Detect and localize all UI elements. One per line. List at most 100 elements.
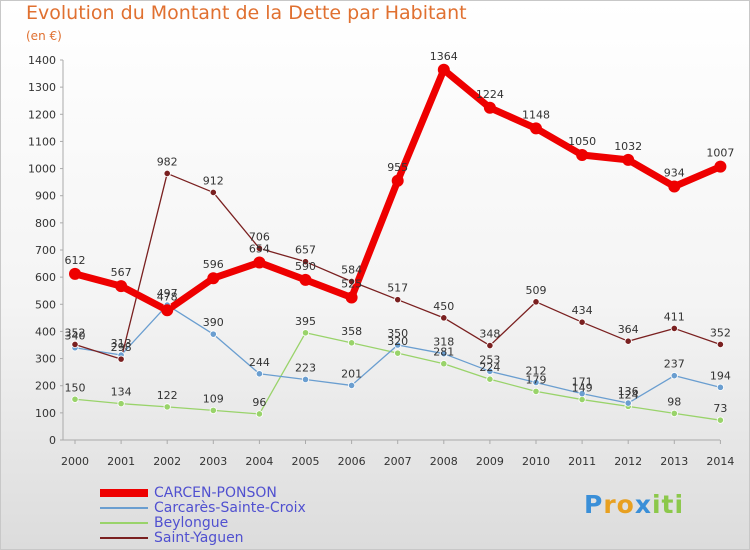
legend-item: Saint-Yaguen <box>100 530 306 546</box>
data-label: 612 <box>65 254 86 267</box>
x-tick-label: 2008 <box>430 455 458 468</box>
data-point <box>347 381 356 390</box>
data-label: 201 <box>341 367 362 380</box>
brand-letter: P <box>584 490 604 519</box>
data-label: 1050 <box>568 135 596 148</box>
data-label: 124 <box>618 388 639 401</box>
data-point <box>437 63 450 76</box>
data-label: 352 <box>65 326 86 339</box>
data-point <box>391 174 404 187</box>
data-point <box>532 387 540 396</box>
data-label: 237 <box>664 358 685 371</box>
data-label: 350 <box>387 327 408 340</box>
chart-title: Evolution du Montant de la Dette par Hab… <box>26 2 467 24</box>
data-label: 434 <box>572 304 593 317</box>
x-tick-label: 2009 <box>476 455 504 468</box>
brand-letters: iti <box>651 490 685 519</box>
y-tick-label: 700 <box>35 244 56 257</box>
data-label: 497 <box>157 287 178 300</box>
y-tick-label: 800 <box>35 217 56 230</box>
data-point <box>301 258 310 266</box>
data-label: 318 <box>433 336 454 349</box>
data-label: 358 <box>341 325 362 338</box>
data-label: 96 <box>252 396 266 409</box>
y-tick-label: 900 <box>35 190 56 203</box>
data-label: 171 <box>572 376 593 389</box>
legend-swatch <box>100 488 148 497</box>
data-label: 109 <box>203 392 224 405</box>
data-label: 340 <box>65 330 86 343</box>
data-label: 73 <box>713 402 727 415</box>
legend-label: Carcarès-Sainte-Croix <box>154 499 306 516</box>
y-tick-label: 500 <box>35 298 56 311</box>
data-point <box>117 400 125 408</box>
data-label: 478 <box>157 290 178 303</box>
data-point <box>394 296 402 304</box>
chart-subtitle: (en €) <box>26 29 62 43</box>
data-label: 150 <box>65 381 86 394</box>
x-tick-label: 2010 <box>522 455 550 468</box>
data-label: 352 <box>710 326 731 339</box>
y-tick-label: 600 <box>35 271 56 284</box>
data-label: 134 <box>111 386 132 399</box>
data-point <box>115 280 128 293</box>
data-point <box>716 416 725 424</box>
data-label: 224 <box>479 361 500 374</box>
x-tick-label: 2006 <box>338 455 366 468</box>
data-label: 934 <box>664 166 685 179</box>
data-point <box>301 375 310 384</box>
legend-item: CARCEN-PONSON <box>100 484 306 501</box>
data-point <box>394 341 402 349</box>
brand-letter: x <box>634 490 652 519</box>
data-label: 450 <box>433 300 454 313</box>
data-label: 298 <box>111 341 132 354</box>
data-point <box>209 188 217 197</box>
data-label: 567 <box>111 266 132 279</box>
data-point <box>532 378 540 387</box>
data-point <box>71 395 79 403</box>
x-tick-label: 2004 <box>245 455 273 468</box>
data-point <box>624 399 632 407</box>
data-point <box>163 169 171 178</box>
data-label: 584 <box>341 263 362 276</box>
legend-item: Carcarès-Sainte-Croix <box>100 499 306 516</box>
data-label: 395 <box>295 315 316 328</box>
data-label: 253 <box>479 353 500 366</box>
legend-label: CARCEN-PONSON <box>154 484 277 501</box>
data-point <box>299 273 312 286</box>
data-point <box>440 350 448 358</box>
x-tick-label: 2012 <box>614 455 642 468</box>
data-point <box>578 318 586 326</box>
data-point <box>668 180 681 193</box>
data-point <box>624 337 632 345</box>
data-label: 136 <box>618 385 639 398</box>
data-point <box>209 330 217 338</box>
brand-letters: ro <box>603 490 635 519</box>
data-point <box>622 153 635 166</box>
data-point <box>255 370 263 378</box>
data-point <box>530 122 542 135</box>
data-point <box>209 406 217 415</box>
data-label: 596 <box>203 258 224 271</box>
x-tick-label: 2014 <box>706 455 734 468</box>
legend-swatch <box>100 521 148 524</box>
data-point <box>301 329 310 337</box>
legend-item: Beylongue <box>100 515 306 531</box>
series-line <box>71 66 724 314</box>
data-point <box>483 101 496 114</box>
data-point <box>207 272 220 285</box>
data-label: 212 <box>526 364 547 377</box>
data-point <box>347 277 356 286</box>
x-tick-label: 2005 <box>292 455 320 468</box>
data-label: 149 <box>572 382 593 395</box>
x-tick-label: 2007 <box>384 455 412 468</box>
data-label: 244 <box>249 356 270 369</box>
data-label: 194 <box>710 369 731 382</box>
legend-swatch <box>100 536 148 539</box>
data-point <box>163 403 171 411</box>
data-label: 525 <box>341 278 362 291</box>
data-point <box>670 324 678 333</box>
data-label: 122 <box>157 389 178 402</box>
